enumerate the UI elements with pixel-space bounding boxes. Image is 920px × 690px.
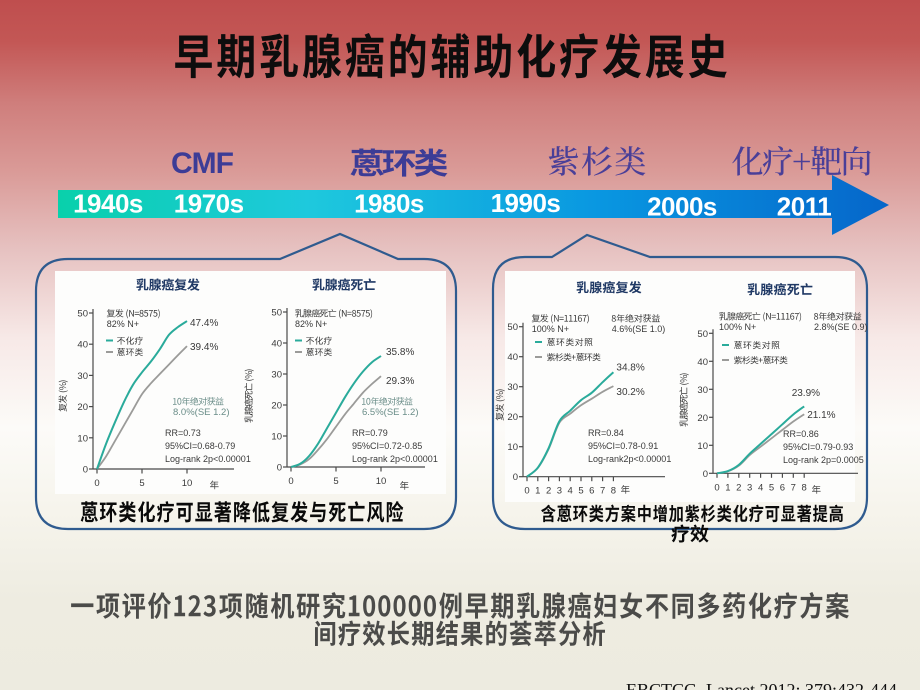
svg-text:10: 10: [507, 442, 518, 453]
svg-text:3: 3: [557, 486, 562, 497]
svg-text:Log-rank 2p=0.0005: Log-rank 2p=0.0005: [783, 455, 864, 465]
svg-text:39.4%: 39.4%: [190, 342, 218, 353]
svg-text:95%CI=0.79-0.93: 95%CI=0.79-0.93: [783, 442, 853, 452]
svg-text:8.0%(SE 1.2): 8.0%(SE 1.2): [173, 407, 230, 418]
svg-text:CMF: CMF: [171, 147, 234, 180]
svg-text:2.8%(SE 0.9): 2.8%(SE 0.9): [814, 322, 868, 332]
svg-text:Log-rank 2p<0.00001: Log-rank 2p<0.00001: [352, 454, 438, 464]
svg-text:34.8%: 34.8%: [616, 362, 644, 373]
svg-text:10: 10: [271, 432, 282, 443]
svg-text:5: 5: [769, 482, 774, 493]
svg-text:RR=0.73: RR=0.73: [165, 428, 201, 438]
svg-text:30: 30: [271, 370, 282, 381]
svg-text:1970s: 1970s: [174, 189, 244, 219]
svg-text:10: 10: [77, 433, 88, 444]
svg-text:50: 50: [697, 329, 708, 340]
svg-text:82% N+: 82% N+: [295, 319, 327, 329]
svg-text:82% N+: 82% N+: [107, 319, 139, 329]
svg-text:8: 8: [802, 482, 807, 493]
svg-text:4.6%(SE 1.0): 4.6%(SE 1.0): [612, 324, 666, 334]
svg-text:2: 2: [736, 482, 741, 493]
svg-text:1940s: 1940s: [73, 189, 143, 219]
svg-text:30: 30: [77, 371, 88, 382]
svg-text:1: 1: [535, 486, 540, 497]
svg-text:95%CI=0.78-0.91: 95%CI=0.78-0.91: [588, 441, 658, 451]
svg-text:0: 0: [83, 465, 88, 476]
svg-text:30: 30: [507, 382, 518, 393]
svg-text:40: 40: [507, 352, 518, 363]
svg-text:47.4%: 47.4%: [190, 318, 218, 329]
svg-text:2011: 2011: [777, 192, 831, 222]
svg-text:0: 0: [277, 463, 282, 474]
svg-text:20: 20: [507, 412, 518, 423]
svg-text:21.1%: 21.1%: [807, 410, 835, 421]
svg-text:3: 3: [747, 482, 752, 493]
svg-text:RR=0.79: RR=0.79: [352, 428, 388, 438]
svg-text:1980s: 1980s: [354, 189, 424, 219]
svg-text:20: 20: [77, 402, 88, 413]
svg-text:0: 0: [94, 478, 99, 489]
svg-text:RR=0.86: RR=0.86: [783, 429, 819, 439]
svg-text:7: 7: [600, 486, 605, 497]
svg-text:40: 40: [77, 340, 88, 351]
svg-text:6: 6: [589, 486, 594, 497]
svg-text:Log-rank 2p<0.00001: Log-rank 2p<0.00001: [165, 454, 251, 464]
svg-text:RR=0.84: RR=0.84: [588, 428, 624, 438]
svg-text:50: 50: [507, 322, 518, 333]
svg-text:23.9%: 23.9%: [792, 388, 820, 399]
svg-text:100% N+: 100% N+: [719, 322, 756, 332]
svg-text:6: 6: [780, 482, 785, 493]
svg-text:35.8%: 35.8%: [386, 347, 414, 358]
svg-text:1: 1: [725, 482, 730, 493]
svg-text:40: 40: [697, 357, 708, 368]
svg-text:2000s: 2000s: [647, 192, 717, 222]
svg-text:0: 0: [524, 486, 529, 497]
svg-text:4: 4: [568, 486, 573, 497]
svg-text:20: 20: [697, 413, 708, 424]
svg-text:10: 10: [182, 478, 193, 489]
svg-text:10: 10: [376, 476, 387, 487]
svg-text:20: 20: [271, 401, 282, 412]
svg-text:50: 50: [77, 309, 88, 320]
svg-text:30.2%: 30.2%: [616, 387, 644, 398]
svg-text:8: 8: [611, 486, 616, 497]
svg-text:6.5%(SE 1.2): 6.5%(SE 1.2): [362, 407, 419, 418]
svg-text:Log-rank2p<0.00001: Log-rank2p<0.00001: [588, 454, 671, 464]
svg-text:100% N+: 100% N+: [532, 324, 569, 334]
svg-text:95%CI=0.68-0.79: 95%CI=0.68-0.79: [165, 441, 235, 451]
svg-text:0: 0: [703, 469, 708, 480]
svg-text:5: 5: [578, 486, 583, 497]
svg-text:10: 10: [697, 441, 708, 452]
svg-text:0: 0: [513, 472, 518, 483]
svg-text:5: 5: [139, 478, 144, 489]
svg-text:7: 7: [791, 482, 796, 493]
svg-text:5: 5: [333, 476, 338, 487]
svg-text:2: 2: [546, 486, 551, 497]
svg-text:0: 0: [288, 476, 293, 487]
svg-text:30: 30: [697, 385, 708, 396]
svg-text:4: 4: [758, 482, 763, 493]
svg-text:40: 40: [271, 339, 282, 350]
svg-text:1990s: 1990s: [491, 188, 561, 218]
svg-text:0: 0: [714, 482, 719, 493]
svg-text:29.3%: 29.3%: [386, 376, 414, 387]
svg-text:95%CI=0.72-0.85: 95%CI=0.72-0.85: [352, 441, 422, 451]
svg-text:50: 50: [271, 308, 282, 319]
svg-text:EBCTCG, Lancet 2012; 379:432-4: EBCTCG, Lancet 2012; 379:432-444: [626, 680, 897, 690]
